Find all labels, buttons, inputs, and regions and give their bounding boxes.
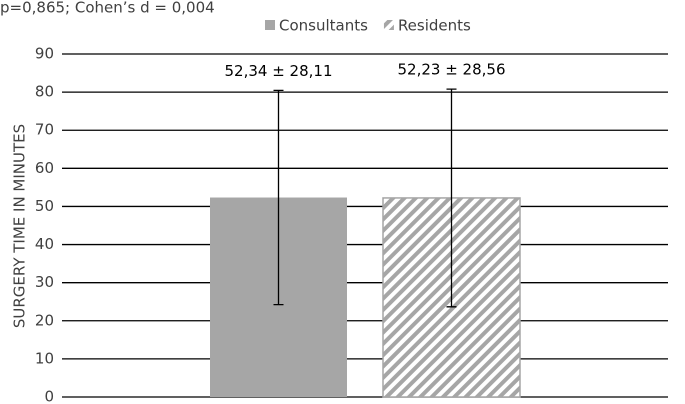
y-tick-label: 0	[44, 388, 54, 404]
error-bar	[273, 89, 284, 306]
y-tick-label: 50	[35, 197, 54, 215]
legend-label: Consultants	[279, 17, 368, 35]
chart-title: p=0,865; Cohen’s d = 0,004	[0, 0, 215, 17]
error-bar	[446, 88, 457, 308]
y-tick-label: 20	[35, 311, 54, 329]
y-tick-label: 10	[35, 349, 54, 367]
value-label: 52,23 ± 28,56	[398, 61, 506, 79]
y-tick-label: 40	[35, 235, 54, 253]
y-tick-label: 70	[35, 121, 54, 139]
legend-label: Residents	[398, 17, 471, 35]
legend-swatch	[265, 20, 275, 30]
value-label: 52,34 ± 28,11	[225, 62, 333, 80]
y-tick-label: 80	[35, 83, 54, 101]
legend-swatch	[383, 20, 394, 30]
y-axis-label: SURGERY TIME IN MINUTES	[11, 124, 29, 328]
y-tick-label: 60	[35, 159, 54, 177]
y-tick-label: 30	[35, 273, 54, 291]
y-tick-label: 90	[35, 45, 54, 63]
